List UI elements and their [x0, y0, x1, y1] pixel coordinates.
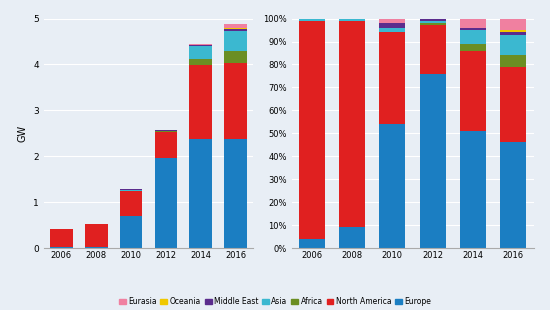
- Bar: [379, 124, 405, 248]
- Bar: [379, 32, 405, 124]
- Bar: [120, 191, 142, 216]
- Bar: [420, 19, 446, 21]
- Bar: [460, 19, 486, 28]
- Bar: [420, 25, 446, 74]
- Bar: [224, 29, 247, 31]
- Bar: [189, 65, 212, 139]
- Bar: [189, 46, 212, 59]
- Bar: [120, 189, 142, 190]
- Bar: [500, 19, 526, 30]
- Bar: [85, 247, 108, 248]
- Bar: [460, 131, 486, 248]
- Bar: [500, 55, 526, 67]
- Bar: [500, 67, 526, 143]
- Bar: [155, 130, 177, 131]
- Bar: [189, 45, 212, 46]
- Bar: [120, 190, 142, 191]
- Bar: [500, 35, 526, 55]
- Bar: [379, 28, 405, 32]
- Bar: [420, 74, 446, 248]
- Bar: [189, 44, 212, 45]
- Bar: [224, 51, 247, 63]
- Bar: [460, 28, 486, 30]
- Bar: [299, 21, 324, 239]
- Bar: [50, 247, 73, 248]
- Bar: [460, 44, 486, 51]
- Bar: [155, 131, 177, 132]
- Legend: Eurasia, Oceania, Middle East, Asia, Africa, North America, Europe: Eurasia, Oceania, Middle East, Asia, Afr…: [116, 294, 434, 309]
- Bar: [50, 229, 73, 247]
- Bar: [339, 19, 365, 21]
- Bar: [189, 59, 212, 65]
- Bar: [460, 30, 486, 44]
- Bar: [224, 24, 247, 29]
- Bar: [460, 51, 486, 131]
- Bar: [155, 132, 177, 157]
- Bar: [189, 139, 212, 248]
- Bar: [420, 23, 446, 25]
- Bar: [420, 16, 446, 19]
- Bar: [299, 239, 324, 248]
- Bar: [224, 139, 247, 248]
- Bar: [85, 224, 108, 247]
- Bar: [155, 157, 177, 248]
- Bar: [500, 30, 526, 32]
- Bar: [379, 19, 405, 23]
- Bar: [339, 21, 365, 227]
- Bar: [500, 143, 526, 248]
- Y-axis label: GW: GW: [18, 125, 28, 142]
- Bar: [224, 31, 247, 51]
- Bar: [420, 21, 446, 23]
- Bar: [299, 19, 324, 21]
- Bar: [379, 23, 405, 28]
- Bar: [224, 63, 247, 139]
- Bar: [500, 32, 526, 35]
- Bar: [120, 216, 142, 248]
- Bar: [339, 227, 365, 248]
